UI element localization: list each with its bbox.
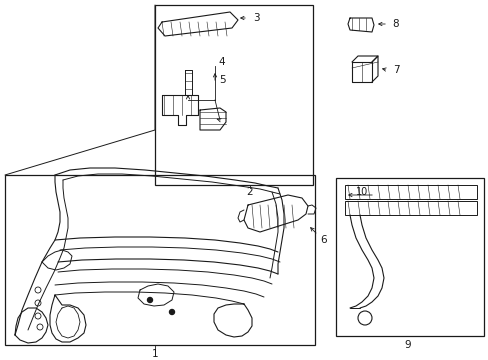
Circle shape: [169, 310, 174, 315]
Text: 10: 10: [355, 187, 367, 197]
Text: 3: 3: [252, 13, 259, 23]
Text: 6: 6: [320, 235, 326, 245]
Text: 7: 7: [392, 65, 399, 75]
Bar: [345, 185, 476, 199]
Circle shape: [147, 297, 152, 302]
Bar: [345, 201, 476, 215]
Text: 8: 8: [392, 19, 399, 29]
Text: 1: 1: [151, 349, 158, 359]
Bar: [5, 175, 314, 345]
Text: 9: 9: [404, 340, 410, 350]
Text: 2: 2: [246, 187, 253, 197]
Text: 5: 5: [218, 75, 225, 85]
Bar: [335, 178, 483, 336]
Text: 4: 4: [218, 57, 225, 67]
Bar: [155, 5, 312, 185]
